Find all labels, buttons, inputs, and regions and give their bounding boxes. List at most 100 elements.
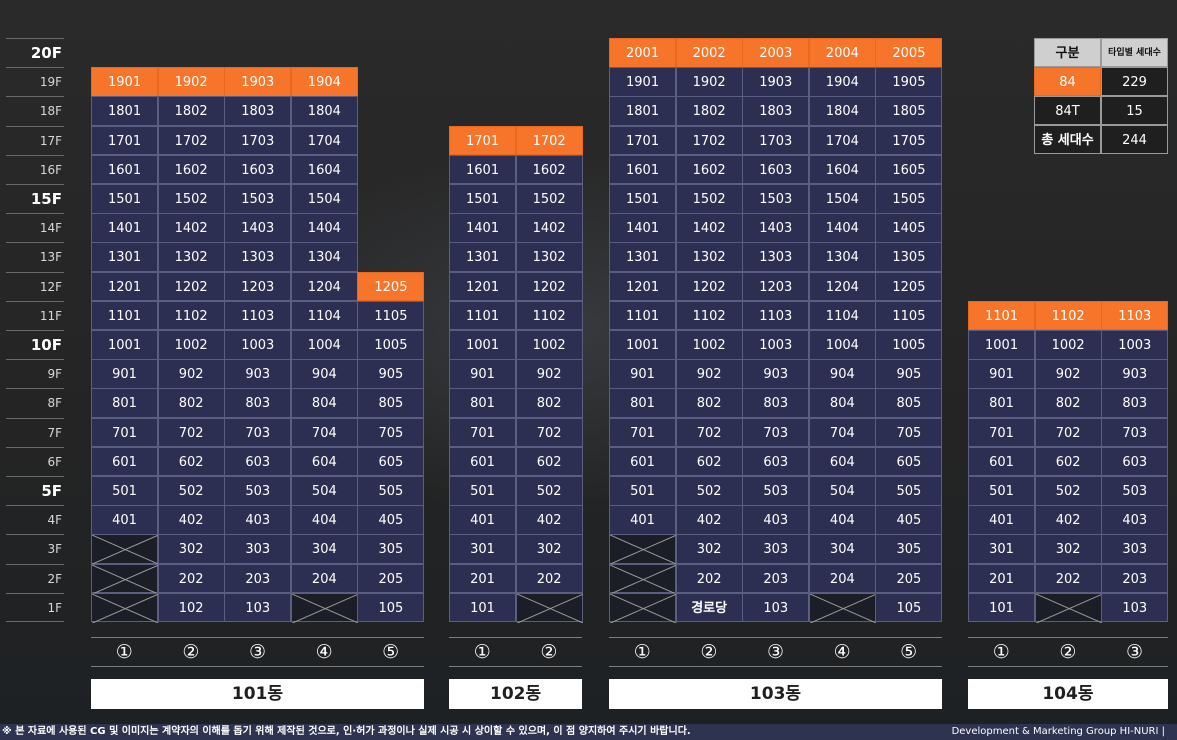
unit-cell: 1601: [449, 154, 517, 185]
unit-cell: 1302: [675, 242, 743, 273]
unit-cell: 704: [808, 417, 876, 448]
footer-credit: Development & Marketing Group HI-NURI |: [951, 726, 1165, 737]
floor-label-9: 9F: [6, 359, 64, 388]
unit-cell: 1105: [875, 300, 943, 331]
unit-cell: 1101: [609, 300, 677, 331]
unit-cell: 301: [968, 534, 1036, 565]
unit-cell: 302: [157, 534, 225, 565]
unit-cell: 1703: [224, 125, 292, 156]
unit-cell: 403: [742, 505, 810, 535]
empty-unit-cell: [290, 592, 359, 623]
unit-cell: 1701: [91, 125, 159, 156]
unit-cell: 402: [515, 505, 583, 535]
unit-cell: 1002: [515, 330, 583, 360]
summary-type-cell: 84T: [1034, 96, 1101, 125]
unit-cell: 1604: [808, 154, 876, 185]
unit-cell: 102: [157, 592, 225, 623]
unit-cell: 401: [449, 505, 517, 535]
building-name-label: 104동: [968, 679, 1168, 709]
separator-line: [609, 666, 942, 667]
empty-unit-cell: [91, 534, 159, 565]
unit-cell: 701: [91, 417, 159, 448]
unit-cell: 1302: [515, 242, 583, 273]
unit-cell: 1301: [609, 242, 677, 273]
unit-cell: 303: [742, 534, 810, 565]
unit-cell: 1505: [875, 184, 943, 214]
unit-cell: 802: [157, 388, 225, 419]
unit-cell: 402: [675, 505, 743, 535]
unit-cell: 702: [157, 417, 225, 448]
unit-cell: 103: [1101, 592, 1169, 623]
floor-label-7: 7F: [6, 417, 64, 447]
unit-cell: 1703: [742, 125, 810, 156]
unit-cell: 1402: [157, 213, 225, 243]
unit-cell: 901: [609, 359, 677, 389]
unit-cell: 1104: [808, 300, 876, 331]
unit-cell: 403: [224, 505, 292, 535]
unit-cell: 1605: [875, 154, 943, 185]
unit-cell: 103: [742, 592, 810, 623]
unit-cell: 1302: [157, 242, 225, 273]
empty-unit-cell: [609, 563, 677, 594]
unit-cell: 1602: [515, 154, 583, 185]
unit-cell: 502: [157, 476, 225, 506]
unit-cell: 1902: [675, 67, 743, 97]
unit-cell: 705: [875, 417, 943, 448]
unit-cell: 501: [449, 476, 517, 506]
unit-cell: 2004: [808, 38, 876, 68]
cross-icon: [610, 593, 677, 623]
unit-cell: 1102: [1034, 300, 1102, 331]
unit-cell: 605: [875, 446, 943, 477]
floor-label-11: 11F: [6, 300, 64, 330]
unit-cell: 1402: [515, 213, 583, 243]
unit-cell: 604: [290, 446, 358, 477]
unit-cell: 505: [357, 476, 425, 506]
unit-cell: 2001: [609, 38, 677, 68]
unit-cell: 203: [224, 563, 292, 594]
unit-cell: 501: [609, 476, 677, 506]
unit-cell: 1201: [91, 271, 159, 302]
unit-cell: 1502: [675, 184, 743, 214]
unit-cell: 1005: [875, 330, 943, 360]
unit-cell: 202: [157, 563, 225, 594]
floor-label-2: 2F: [6, 563, 64, 593]
separator-line: [609, 637, 942, 638]
unit-cell: 603: [1101, 446, 1169, 477]
unit-cell: 1103: [224, 300, 292, 331]
unit-cell: 204: [808, 563, 876, 594]
unit-cell: 705: [357, 417, 425, 448]
cross-icon: [1035, 593, 1103, 623]
unit-cell: 1801: [609, 96, 677, 127]
unit-cell: 202: [675, 563, 743, 594]
unit-cell: 202: [515, 563, 583, 594]
unit-cell: 704: [290, 417, 358, 448]
unit-cell: 802: [515, 388, 583, 419]
line-number-label: ⑤: [900, 641, 918, 663]
unit-cell: 1002: [157, 330, 225, 360]
unit-cell: 904: [290, 359, 358, 389]
unit-cell: 501: [91, 476, 159, 506]
unit-cell: 1101: [449, 300, 517, 331]
unit-cell: 803: [224, 388, 292, 419]
unit-cell: 1904: [808, 67, 876, 97]
cross-icon: [92, 564, 159, 594]
footer-disclaimer: ※ 본 자료에 사용된 CG 및 이미지는 계약자의 이해를 돕기 위해 제작된…: [2, 726, 691, 737]
unit-cell: 801: [968, 388, 1036, 419]
unit-cell: 1002: [675, 330, 743, 360]
line-number-label: ①: [473, 641, 491, 663]
unit-cell: 1404: [290, 213, 358, 243]
cross-icon: [610, 535, 677, 565]
building-name-label: 102동: [449, 679, 583, 709]
separator-line: [91, 637, 424, 638]
separator-line: [968, 666, 1168, 667]
unit-cell: 1003: [1101, 330, 1169, 360]
unit-cell: 105: [875, 592, 943, 623]
unit-cell: 801: [449, 388, 517, 419]
unit-cell: 302: [675, 534, 743, 565]
floor-label-1: 1F: [6, 592, 64, 622]
unit-cell: 801: [609, 388, 677, 419]
unit-cell: 1203: [224, 271, 292, 302]
cross-icon: [291, 593, 359, 623]
unit-cell: 502: [675, 476, 743, 506]
line-number-label: ②: [1059, 641, 1077, 663]
